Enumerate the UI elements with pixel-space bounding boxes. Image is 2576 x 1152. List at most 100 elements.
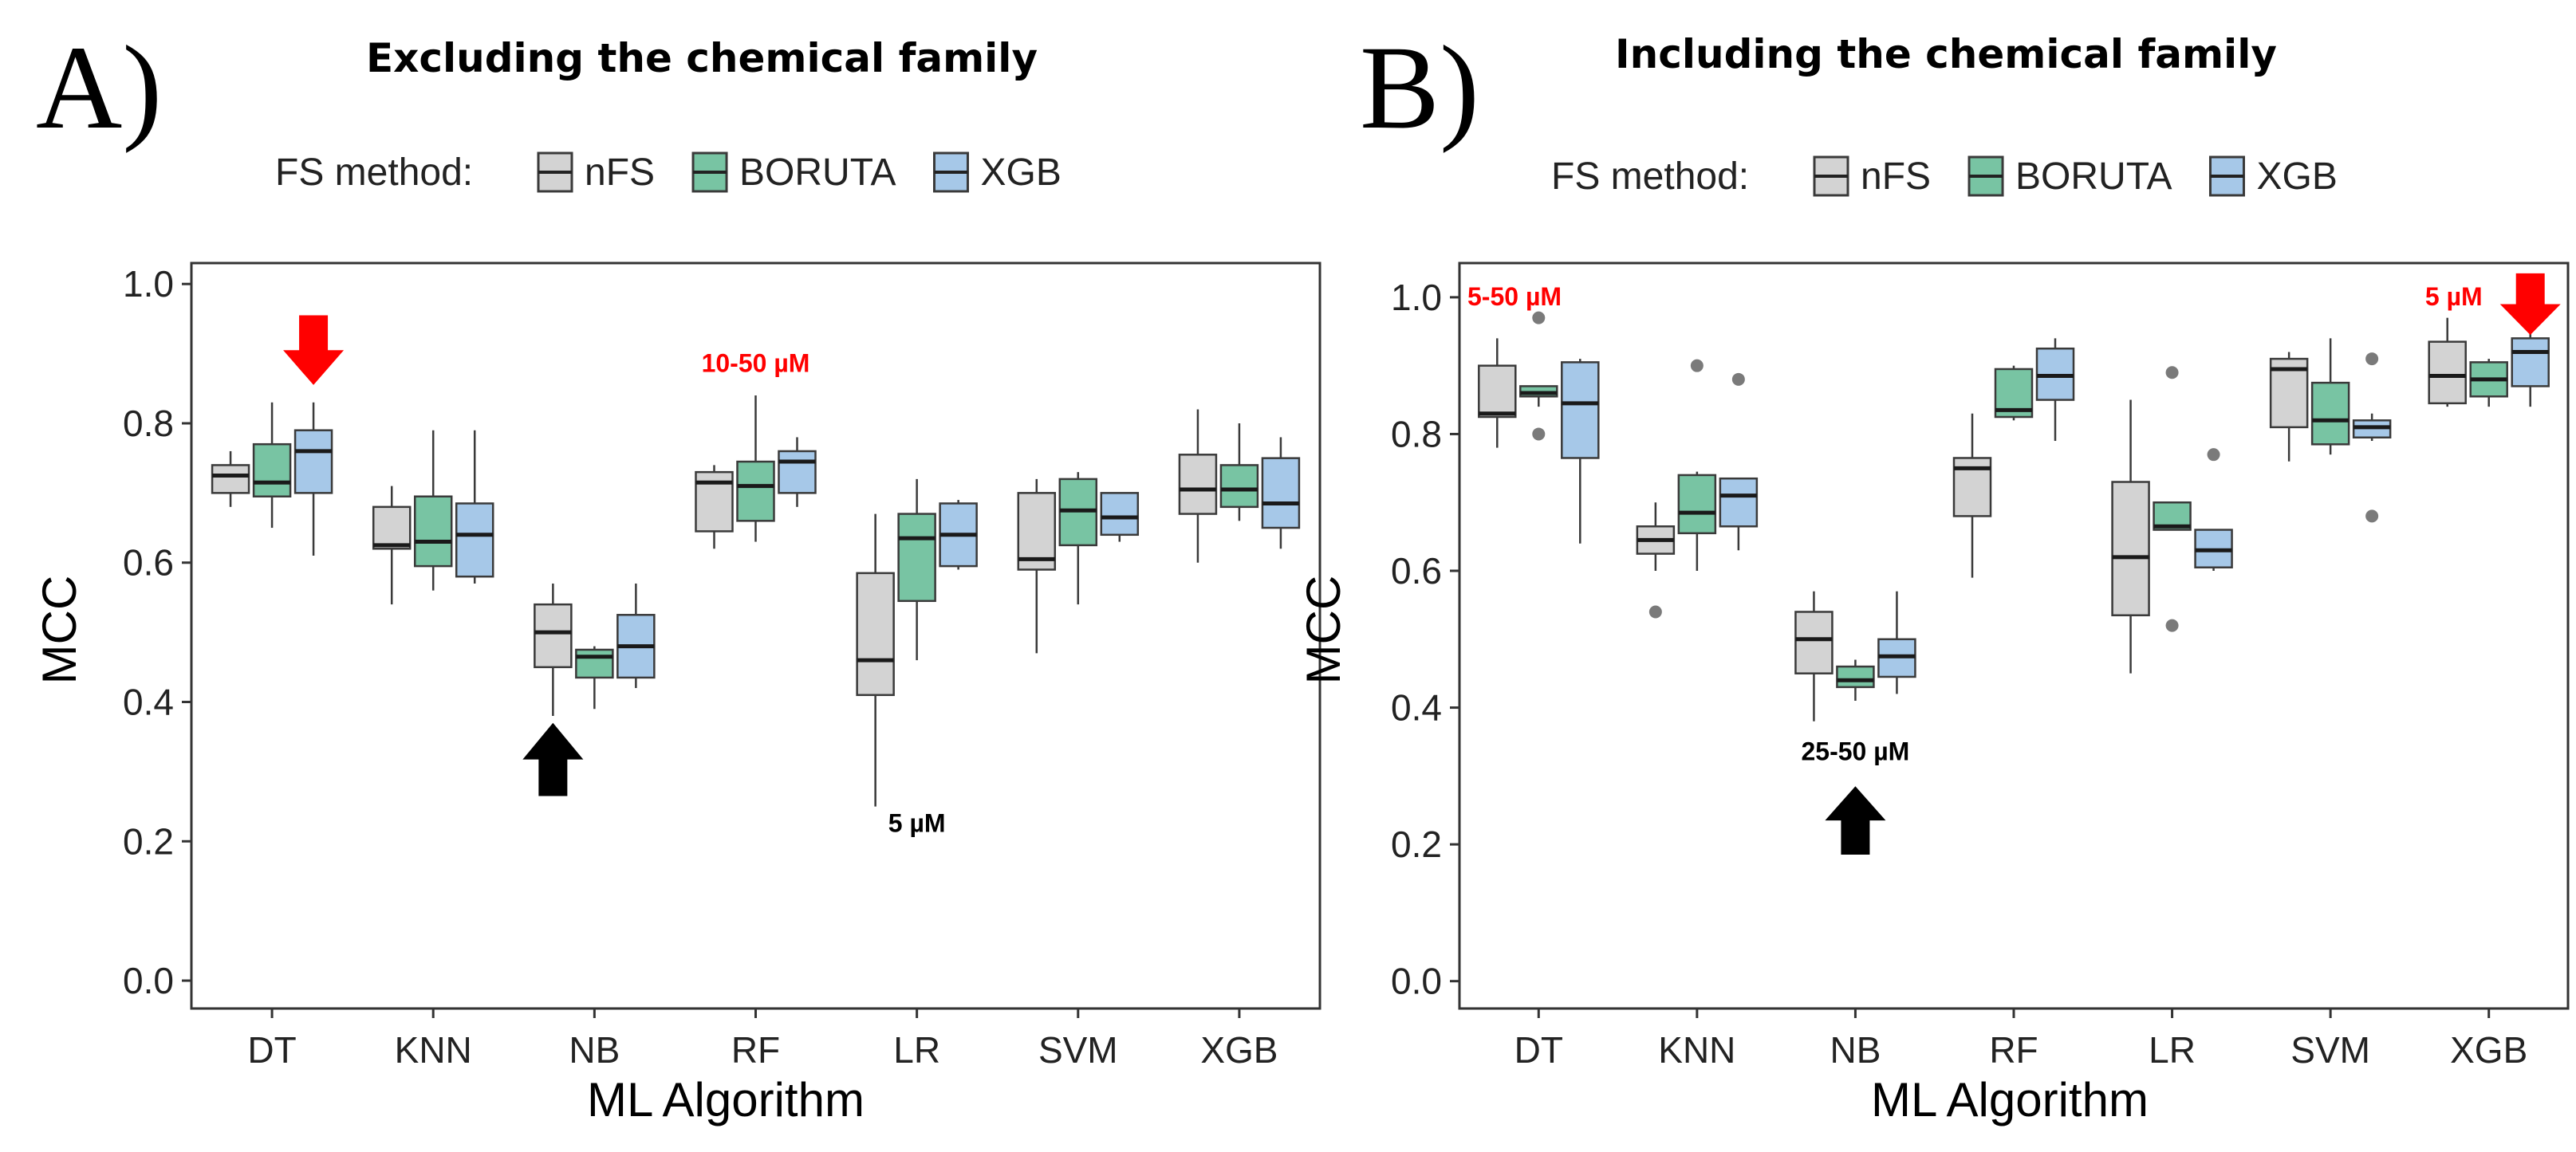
arrow-up-icon xyxy=(522,722,584,796)
box-xgb-dt xyxy=(1561,359,1600,544)
box-boruta-svm xyxy=(2310,338,2350,455)
arrow-down-icon xyxy=(2499,273,2561,336)
arrow-down-icon xyxy=(283,315,345,385)
box-body xyxy=(211,464,250,494)
panel-b-y-axis-label: MCC xyxy=(1297,576,1350,685)
box-body xyxy=(413,495,453,568)
legend-title: FS method: xyxy=(1551,155,1749,198)
legend-key-nfs: nFS xyxy=(1813,155,1931,198)
panel-a-x-axis-label: ML Algorithm xyxy=(587,1073,865,1126)
box-body xyxy=(2428,340,2467,405)
box-boruta-knn xyxy=(1677,359,1717,572)
panel-b-label: B) xyxy=(1360,22,1479,154)
plot-frame xyxy=(190,261,1321,1010)
legend-label-boruta: BORUTA xyxy=(739,151,896,194)
box-body xyxy=(1219,464,1259,509)
box-body xyxy=(1017,492,1057,571)
box-nfs-dt xyxy=(1478,338,1517,448)
box-body xyxy=(1719,477,1759,528)
box-body xyxy=(778,450,817,494)
box-xgb-nb xyxy=(1877,591,1916,694)
outlier-point xyxy=(2207,448,2220,462)
legend-label-nfs: nFS xyxy=(1861,155,1931,198)
outlier-point xyxy=(1731,372,1745,386)
panel-a-plot: 0.0 0.2 0.4 0.6 0.8 1.0 DT KNN NB RF LR SVM XGB 10-50… xyxy=(123,261,1321,1071)
y-tick-label: 1.0 xyxy=(1391,277,1442,318)
x-tick-label-nb: NB xyxy=(1830,1029,1881,1071)
box-xgb-rf xyxy=(2035,338,2075,442)
box-nfs-knn xyxy=(372,486,412,605)
box-body xyxy=(575,648,614,679)
box-body xyxy=(1677,474,1717,535)
box-boruta-dt xyxy=(252,402,292,529)
x-tick-label-svm: SVM xyxy=(1038,1029,1118,1071)
panel-b-x-axis-label: ML Algorithm xyxy=(1871,1073,2149,1126)
box-body xyxy=(2310,381,2350,446)
box-xgb-lr xyxy=(2194,448,2233,572)
legend-key-xgb: XGB xyxy=(2208,155,2338,198)
y-tick-label: 0.8 xyxy=(123,403,174,444)
annotation-label: 5 µM xyxy=(888,808,946,837)
panel-a-title: Excluding the chemical family xyxy=(366,35,1038,81)
legend-key-boruta: BORUTA xyxy=(691,151,896,194)
y-tick-label: 0.6 xyxy=(123,542,174,584)
box-boruta-xgb xyxy=(2469,359,2508,407)
box-boruta-rf xyxy=(1994,365,2034,421)
box-nfs-knn xyxy=(1636,502,1676,619)
box-boruta-svm xyxy=(1058,472,1098,605)
legend-label-xgb: XGB xyxy=(980,151,1061,194)
annotation-label: 5-50 µM xyxy=(1467,282,1562,311)
x-tick-label-dt: DT xyxy=(247,1029,296,1071)
x-tick-label-svm: SVM xyxy=(2290,1029,2370,1071)
box-xgb-rf xyxy=(778,437,817,507)
box-xgb-xgb xyxy=(1261,437,1301,549)
legend-title: FS method: xyxy=(275,151,473,194)
y-tick-label: 0.8 xyxy=(1391,413,1442,454)
box-xgb-nb xyxy=(616,583,656,689)
box-nfs-rf xyxy=(1952,413,1992,578)
y-tick-label: 0.2 xyxy=(1391,824,1442,865)
x-tick-label-rf: RF xyxy=(1989,1029,2038,1071)
box-nfs-lr xyxy=(856,513,895,807)
outlier-point xyxy=(2165,619,2179,632)
box-boruta-xgb xyxy=(1219,423,1259,521)
box-nfs-rf xyxy=(695,465,734,549)
x-tick-label-xgb: XGB xyxy=(1200,1029,1278,1071)
legend-key-xgb: XGB xyxy=(932,151,1062,194)
panel-b: B) Including the chemical family FS meth… xyxy=(1297,22,2570,1126)
panel-a: A) Excluding the chemical family FS meth… xyxy=(33,22,1321,1126)
box-body xyxy=(252,442,292,497)
legend-label-nfs: nFS xyxy=(585,151,655,194)
legend-key-boruta: BORUTA xyxy=(1967,155,2172,198)
box-boruta-dt xyxy=(1519,311,1558,441)
box-nfs-xgb xyxy=(1178,409,1218,563)
box-boruta-lr xyxy=(897,478,936,661)
box-body xyxy=(1261,457,1301,529)
panel-a-legend: FS method: nFS BORUTA XGB xyxy=(275,151,1062,194)
outlier-point xyxy=(1648,605,1662,619)
y-tick-label: 0.4 xyxy=(123,682,174,723)
box-xgb-svm xyxy=(1100,492,1140,542)
x-tick-label-rf: RF xyxy=(731,1029,780,1071)
box-body xyxy=(897,513,936,603)
box-body xyxy=(1794,611,1834,674)
box-body xyxy=(1478,364,1517,419)
y-tick-label: 0.0 xyxy=(1391,961,1442,1002)
legend-label-boruta: BORUTA xyxy=(2015,155,2172,198)
outlier-point xyxy=(2365,352,2379,366)
y-tick-label: 1.0 xyxy=(123,263,174,305)
box-boruta-nb xyxy=(575,646,614,710)
legend-label-xgb: XGB xyxy=(2256,155,2337,198)
outlier-point xyxy=(2365,509,2379,523)
panel-b-plot: 0.0 0.2 0.4 0.6 0.8 1.0 DT KNN NB RF LR SVM XGB 5-50 … xyxy=(1391,261,2570,1071)
box-boruta-rf xyxy=(736,395,775,542)
annotation-label: 25-50 µM xyxy=(1802,737,1910,765)
box-xgb-knn xyxy=(1719,372,1759,551)
box-nfs-lr xyxy=(2111,399,2150,674)
annotation-label: 5 µM xyxy=(2425,282,2483,311)
box-xgb-dt xyxy=(293,402,333,556)
box-boruta-nb xyxy=(1836,659,1875,701)
annotation-label: 10-50 µM xyxy=(702,349,810,378)
box-nfs-nb xyxy=(534,583,573,716)
